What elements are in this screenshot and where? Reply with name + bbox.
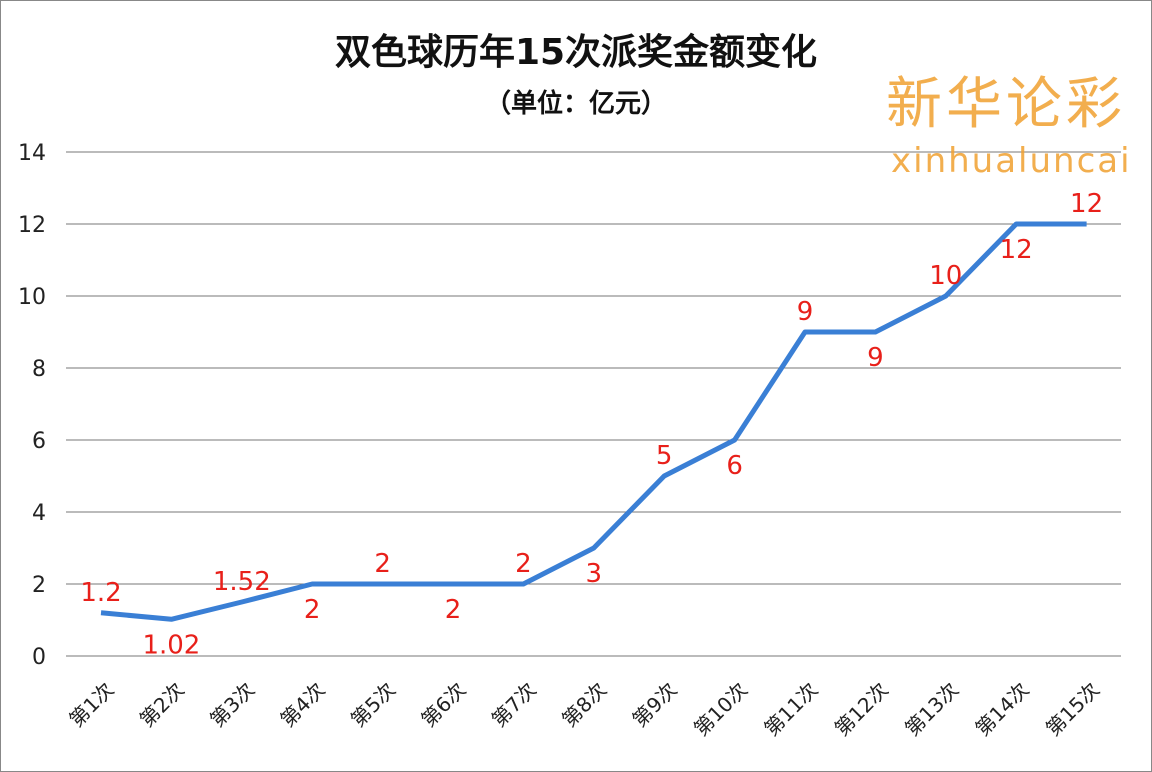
y-tick-label: 6 [32, 429, 46, 454]
chart-title: 双色球历年15次派奖金额变化 [334, 32, 818, 73]
data-label: 10 [929, 261, 962, 291]
data-label: 3 [586, 559, 603, 589]
data-label: 2 [304, 595, 321, 625]
y-tick-label: 4 [32, 501, 46, 526]
x-tick-label: 第3次 [205, 678, 259, 732]
data-label: 1.02 [142, 630, 200, 660]
data-label: 5 [656, 441, 673, 471]
data-label: 2 [515, 549, 532, 579]
x-tick-label: 第15次 [1041, 678, 1104, 741]
data-label: 9 [867, 343, 884, 373]
data-label: 12 [1070, 189, 1103, 219]
x-tick-label: 第7次 [487, 678, 541, 732]
data-label: 9 [797, 297, 814, 327]
x-tick-label: 第2次 [135, 678, 189, 732]
data-label: 1.52 [213, 567, 271, 597]
y-tick-label: 14 [18, 141, 46, 166]
y-tick-label: 8 [32, 357, 46, 382]
y-tick-label: 2 [32, 573, 46, 598]
chart-subtitle: （单位：亿元） [484, 89, 667, 119]
data-label: 2 [445, 595, 462, 625]
data-label: 1.2 [80, 578, 121, 608]
x-tick-label: 第5次 [346, 678, 400, 732]
x-tick-label: 第4次 [275, 678, 329, 732]
x-tick-label: 第12次 [830, 678, 893, 741]
x-tick-label: 第9次 [627, 678, 681, 732]
y-tick-label: 10 [18, 285, 46, 310]
x-tick-label: 第8次 [557, 678, 611, 732]
data-label: 12 [1000, 235, 1033, 265]
x-tick-label: 第6次 [416, 678, 470, 732]
data-label: 2 [374, 549, 391, 579]
x-tick-label: 第14次 [970, 678, 1033, 741]
x-tick-label: 第11次 [759, 678, 822, 741]
data-label: 6 [726, 451, 743, 481]
x-tick-label: 第13次 [900, 678, 963, 741]
watermark-subtext: xinhualuncai [891, 141, 1132, 181]
x-tick-label: 第1次 [64, 678, 118, 732]
y-tick-label: 12 [18, 213, 46, 238]
y-tick-label: 0 [32, 645, 46, 670]
x-tick-label: 第10次 [689, 678, 752, 741]
watermark: 新华论彩 [886, 72, 1126, 137]
